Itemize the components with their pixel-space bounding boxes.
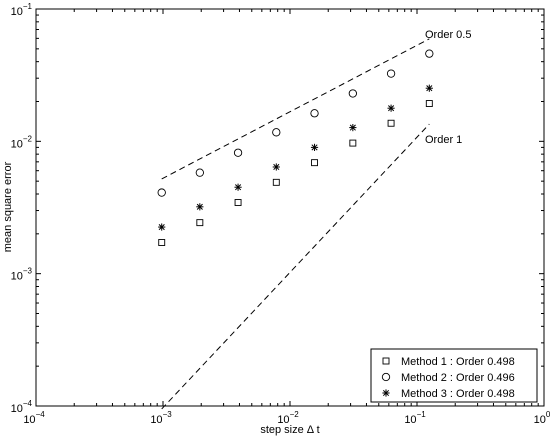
legend: Method 1 : Order 0.498 Method 2 : Order … <box>370 348 538 403</box>
data-point-method-1 <box>272 178 280 186</box>
data-point-method-2 <box>157 188 166 197</box>
reference-line-1 <box>161 38 430 180</box>
x-tick-label: 10−1 <box>404 410 426 426</box>
data-point-method-2 <box>195 168 204 177</box>
data-point-method-2 <box>310 109 319 118</box>
y-tick-label: 10−2 <box>11 134 33 150</box>
data-point-method-1 <box>387 119 395 127</box>
data-point-method-2 <box>233 148 243 157</box>
plot-frame <box>35 8 545 407</box>
data-point-method-3 <box>349 123 357 132</box>
legend-label-method-1: Method 1 : Order 0.498 <box>401 356 515 368</box>
legend-label-method-3: Method 3 : Order 0.498 <box>401 388 515 400</box>
y-tick-label: 10−1 <box>11 2 33 18</box>
x-axis-label: step size Δ t <box>260 424 319 436</box>
data-point-method-3 <box>425 84 433 92</box>
reference-line-2 <box>161 123 430 410</box>
data-point-method-1 <box>158 239 166 246</box>
data-point-method-1 <box>349 139 357 147</box>
legend-marker-method-2 <box>381 372 391 382</box>
data-point-method-3 <box>310 143 319 151</box>
data-point-method-1 <box>196 219 204 227</box>
data-point-method-1 <box>234 199 242 206</box>
data-point-method-1 <box>311 159 318 167</box>
data-point-method-2 <box>425 49 434 58</box>
data-point-method-2 <box>348 89 357 98</box>
reference-label-order-1: Order 1 <box>425 134 462 146</box>
data-markers <box>157 49 434 246</box>
data-point-method-3 <box>272 163 280 171</box>
legend-marker-method-3 <box>382 389 390 397</box>
data-point-method-3 <box>196 203 204 211</box>
x-tick-label: 10−4 <box>23 410 45 426</box>
legend-label-method-2: Method 2 : Order 0.496 <box>401 372 515 384</box>
x-tick-label: 100 <box>534 410 551 426</box>
y-axis-label: mean square error <box>2 161 14 252</box>
x-tick-label: 10−3 <box>150 410 172 426</box>
legend-box <box>370 348 538 403</box>
data-point-method-3 <box>158 223 166 231</box>
y-tick-label: 10−3 <box>11 267 33 283</box>
reference-label-order-0-5: Order 0.5 <box>425 29 471 41</box>
data-point-method-2 <box>386 69 396 78</box>
data-point-method-2 <box>272 128 281 137</box>
reference-lines <box>161 38 430 410</box>
legend-markers <box>381 357 391 397</box>
data-point-method-1 <box>425 100 433 107</box>
data-point-method-3 <box>234 183 242 191</box>
legend-marker-method-1 <box>382 357 390 365</box>
y-tick-label: 10−4 <box>11 399 33 415</box>
data-point-method-3 <box>387 104 395 112</box>
